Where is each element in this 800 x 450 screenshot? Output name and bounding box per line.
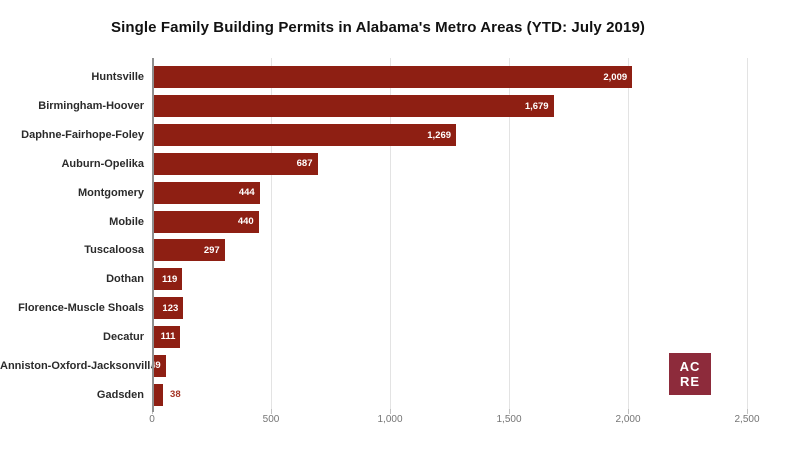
gridline	[509, 58, 510, 409]
x-tick-label: 500	[262, 414, 280, 425]
category-label: Birmingham-Hoover	[38, 100, 144, 113]
bar: 119	[154, 268, 183, 291]
category-label: Anniston-Oxford-Jacksonville	[0, 359, 157, 372]
value-label: 49	[150, 360, 161, 372]
chart-title: Single Family Building Permits in Alabam…	[111, 19, 645, 36]
value-label: 297	[203, 244, 220, 256]
x-tick-label: 0	[149, 414, 155, 425]
category-label: Auburn-Opelika	[61, 157, 144, 170]
x-tick-label: 1,000	[377, 414, 403, 425]
value-label: 440	[237, 216, 254, 228]
bar: 1,269	[154, 124, 457, 147]
acre-logo-line2: RE	[679, 374, 701, 389]
category-label: Daphne-Fairhope-Foley	[21, 129, 144, 142]
category-label: Montgomery	[78, 186, 144, 199]
value-label: 123	[162, 302, 179, 314]
axis-tick	[747, 409, 748, 414]
gridline	[271, 58, 272, 409]
gridline	[747, 58, 748, 409]
gridline	[628, 58, 629, 409]
axis-tick	[628, 409, 629, 414]
axis-tick	[509, 409, 510, 414]
acre-logo-line1: AC	[679, 359, 701, 374]
bar: 2,009	[154, 66, 633, 89]
category-label: Tuscaloosa	[84, 244, 144, 257]
category-label: Gadsden	[96, 388, 144, 401]
bar: 687	[154, 152, 318, 175]
category-label: Dothan	[106, 273, 144, 286]
x-tick-label: 2,000	[615, 414, 641, 425]
category-label: Decatur	[103, 330, 144, 343]
value-label: 1,679	[524, 100, 549, 112]
bar: 111	[154, 325, 181, 348]
acre-logo: AC RE	[669, 353, 711, 395]
value-label: 38	[170, 388, 181, 400]
y-axis-line	[152, 58, 154, 412]
axis-tick	[271, 409, 272, 414]
bar	[154, 383, 164, 406]
value-label: 2,009	[603, 71, 628, 83]
bar: 123	[154, 297, 184, 320]
gridline	[390, 58, 391, 409]
category-label: Mobile	[109, 215, 144, 228]
bar: 297	[154, 239, 225, 262]
category-label: Florence-Muscle Shoals	[18, 302, 144, 315]
x-tick-label: 2,500	[734, 414, 760, 425]
value-label: 111	[160, 331, 176, 343]
value-label: 1,269	[427, 129, 452, 141]
value-label: 444	[238, 187, 255, 199]
bar: 440	[154, 210, 259, 233]
bar: 49	[150, 354, 166, 377]
category-label: Huntsville	[91, 71, 144, 84]
bar: 444	[154, 181, 260, 204]
value-label: 119	[161, 273, 178, 285]
axis-tick	[390, 409, 391, 414]
x-tick-label: 1,500	[496, 414, 522, 425]
bar: 1,679	[154, 95, 554, 118]
value-label: 687	[296, 158, 313, 170]
